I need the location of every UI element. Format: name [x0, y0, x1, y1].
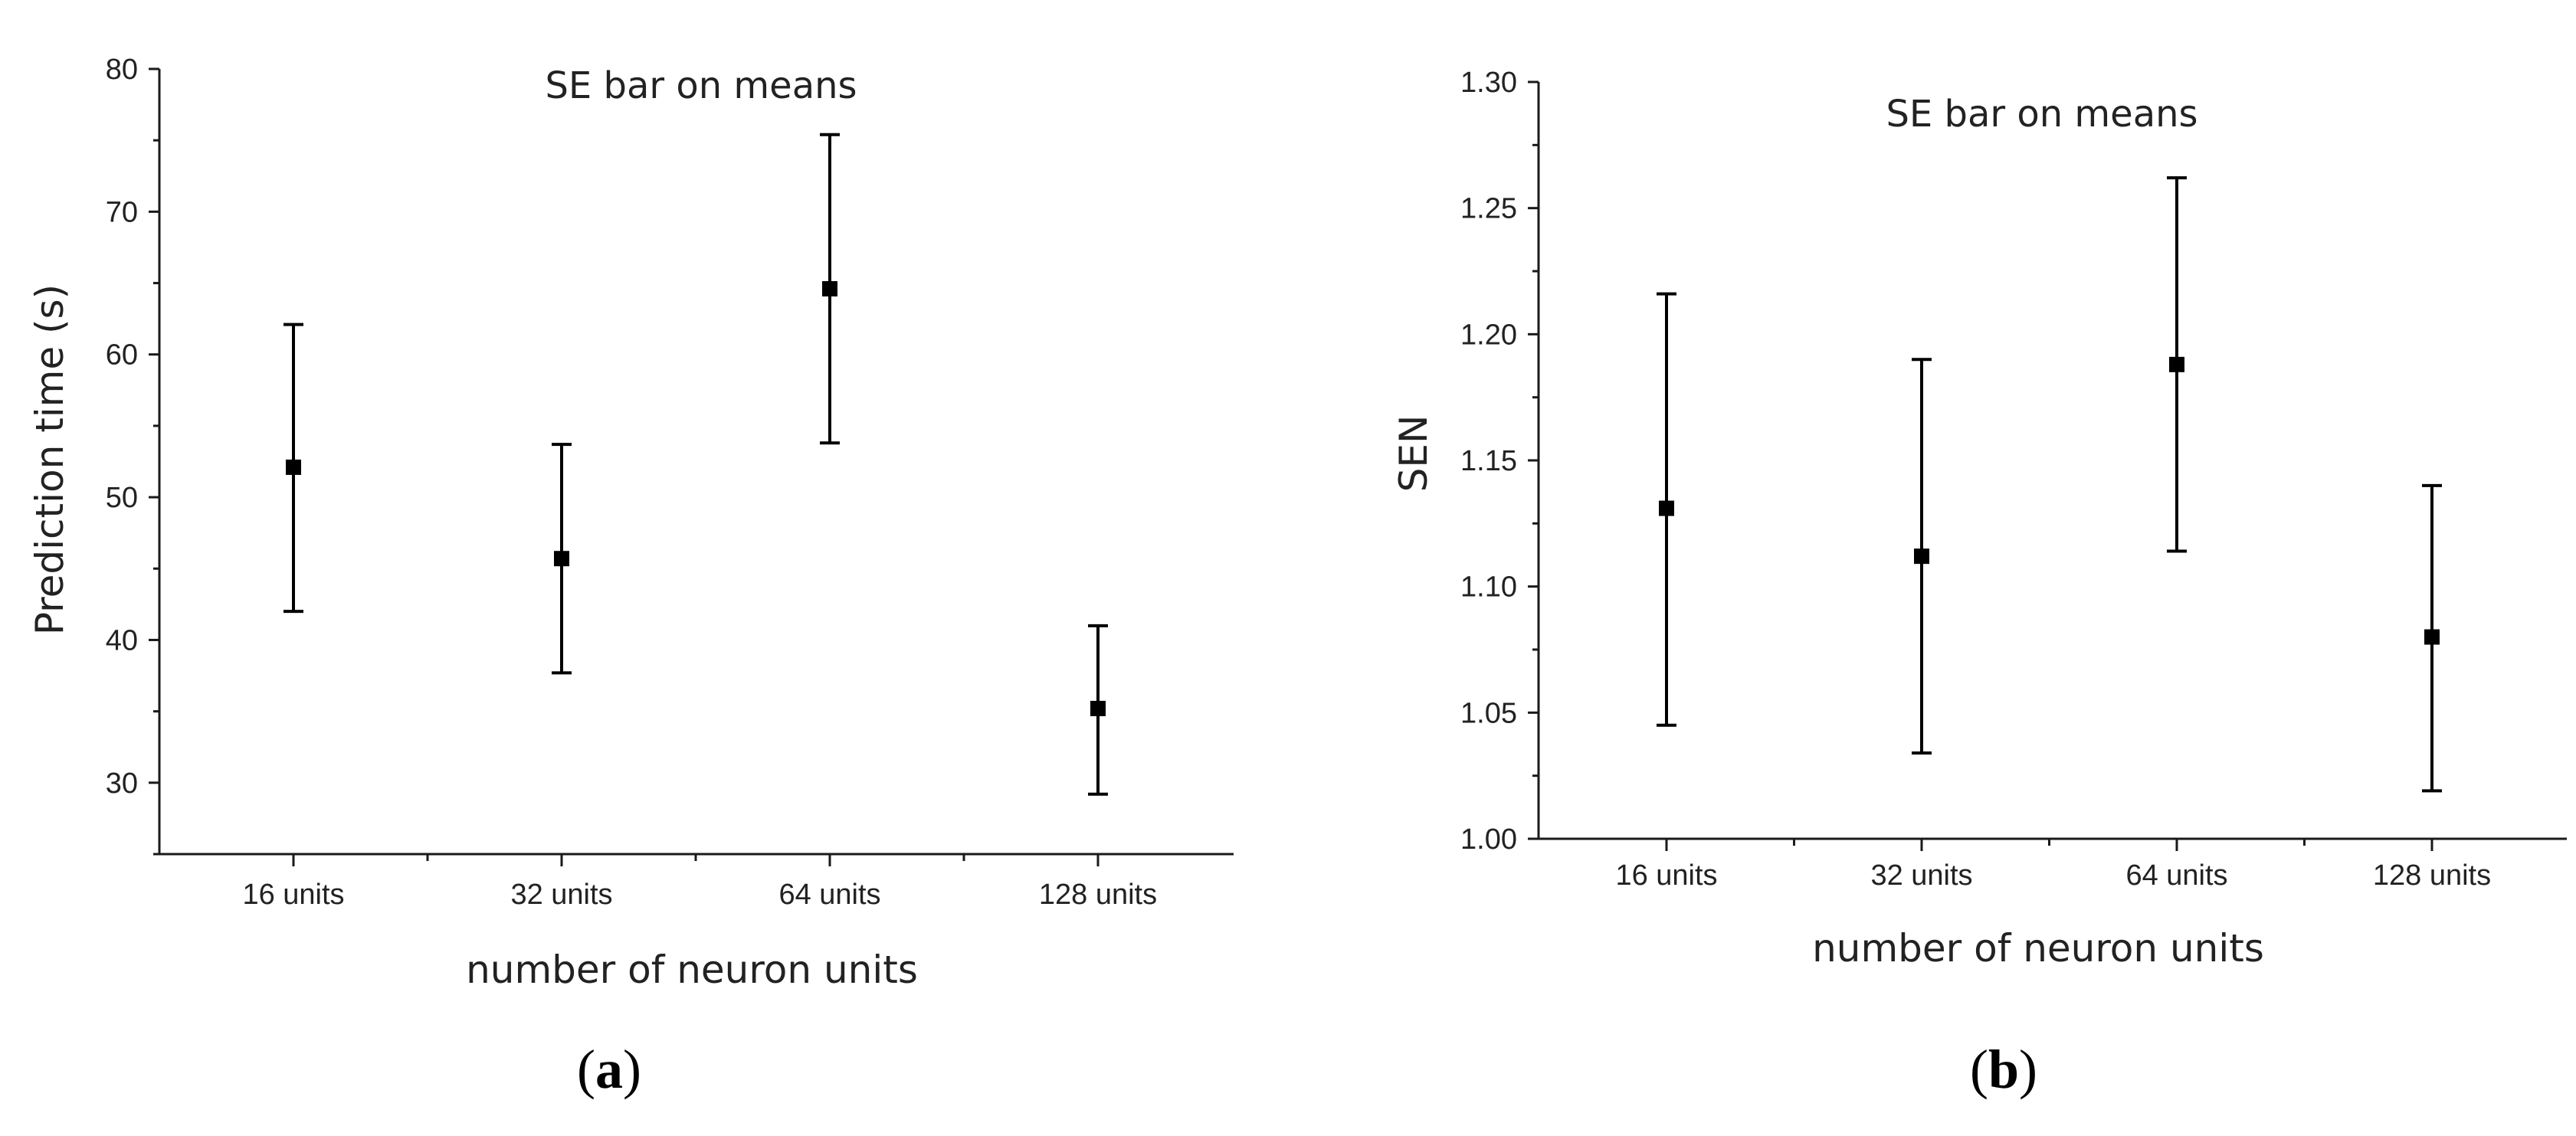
- mean-point: [2169, 356, 2184, 372]
- y-tick-label: 40: [106, 624, 138, 656]
- caption-open-paren: (: [1969, 1039, 1988, 1100]
- y-tick-label: 1.20: [1460, 319, 1517, 351]
- y-tick-label: 50: [106, 482, 138, 514]
- mean-point: [822, 281, 837, 296]
- caption-letter: b: [1988, 1039, 2020, 1100]
- x-tick-label: 128 units: [1039, 879, 1157, 911]
- x-tick-label: 32 units: [1870, 859, 1972, 892]
- mean-point: [2424, 629, 2440, 645]
- x-tick-label: 32 units: [510, 879, 612, 911]
- chart-title: SE bar on means: [545, 64, 857, 107]
- y-tick-label: 1.00: [1460, 823, 1517, 856]
- panel-caption-a: (a): [533, 1038, 686, 1102]
- y-tick-label: 1.25: [1460, 193, 1517, 225]
- caption-open-paren: (: [577, 1039, 595, 1100]
- x-tick-label: 16 units: [1615, 859, 1717, 892]
- y-axis-label: Prediction time (s): [28, 284, 72, 635]
- caption-close-paren: ): [623, 1039, 641, 1100]
- chart-title: SE bar on means: [1886, 93, 2197, 136]
- y-tick-label: 1.05: [1460, 697, 1517, 729]
- caption-letter: a: [595, 1039, 623, 1100]
- x-tick-label: 64 units: [2125, 859, 2227, 892]
- x-tick-label: 64 units: [778, 879, 880, 911]
- mean-point: [1659, 500, 1674, 516]
- y-tick-label: 1.30: [1460, 67, 1517, 99]
- y-tick-label: 1.10: [1460, 571, 1517, 604]
- mean-point: [1090, 700, 1106, 716]
- y-tick-label: 70: [106, 196, 138, 228]
- y-tick-label: 30: [106, 768, 138, 800]
- chart-panel-b: SE bar on means SEN number of neuron uni…: [1391, 67, 2567, 971]
- x-tick-label: 128 units: [2373, 859, 2491, 892]
- y-tick-label: 1.15: [1460, 445, 1517, 477]
- caption-close-paren: ): [2019, 1039, 2037, 1100]
- x-axis-label: number of neuron units: [1812, 926, 2264, 971]
- mean-point: [1914, 548, 1929, 565]
- mean-point: [554, 551, 569, 567]
- y-axis-label: SEN: [1391, 415, 1436, 493]
- x-axis-label: number of neuron units: [466, 948, 918, 992]
- chart-panel-a: SE bar on means Prediction time (s) numb…: [28, 54, 1234, 992]
- y-tick-label: 60: [106, 339, 138, 372]
- y-tick-label: 80: [106, 54, 138, 86]
- panel-caption-b: (b): [1927, 1038, 2080, 1102]
- x-tick-label: 16 units: [242, 879, 344, 911]
- mean-point: [286, 459, 301, 475]
